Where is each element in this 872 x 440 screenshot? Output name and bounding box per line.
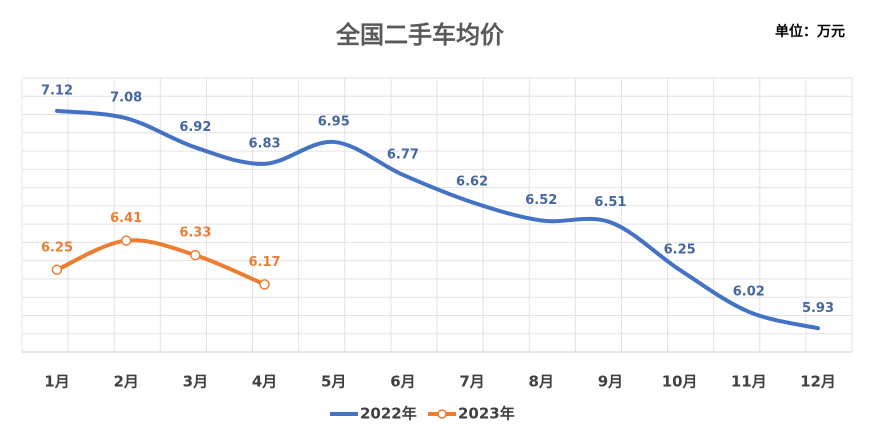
legend-marker [437,409,447,419]
data-label: 6.95 [318,114,350,129]
point [259,279,270,290]
x-tick-label: 7月 [459,373,484,391]
x-tick-label: 6月 [390,373,415,391]
point [51,264,63,276]
legend-label: 2023年 [458,405,515,423]
data-label: 6.25 [41,240,73,255]
grid [21,77,853,353]
data-label: 6.41 [110,211,142,226]
data-label: 6.33 [179,226,211,241]
data-label: 7.08 [110,91,142,106]
data-label: 6.83 [249,136,281,151]
data-label: 6.25 [664,242,696,257]
data-label: 6.17 [249,255,281,270]
data-label: 5.93 [802,301,834,316]
x-tick-label: 12月 [800,373,836,391]
point [120,235,132,246]
series-line [55,108,820,331]
data-label: 6.52 [525,193,557,208]
x-tick-label: 9月 [598,373,623,391]
series-line [55,238,267,287]
data-label: 6.51 [594,195,626,210]
x-tick-label: 3月 [183,373,208,391]
data-label: 6.77 [387,147,419,162]
data-label: 6.92 [179,120,211,135]
x-tick-label: 4月 [252,373,277,391]
x-tick-label: 11月 [731,373,767,391]
x-tick-label: 10月 [662,373,698,391]
point [190,249,201,261]
data-label: 6.62 [456,175,488,190]
data-label: 6.02 [733,284,765,299]
x-tick-label: 8月 [529,373,554,391]
unit-label: 单位：万元 [775,23,845,40]
x-tick-label: 1月 [44,373,69,391]
data-label: 7.12 [41,83,73,98]
x-tick-label: 2月 [113,373,138,391]
x-tick-label: 5月 [321,373,346,391]
legend-label: 2022年 [360,405,417,423]
chart-title: 全国二手车均价 [335,21,505,49]
